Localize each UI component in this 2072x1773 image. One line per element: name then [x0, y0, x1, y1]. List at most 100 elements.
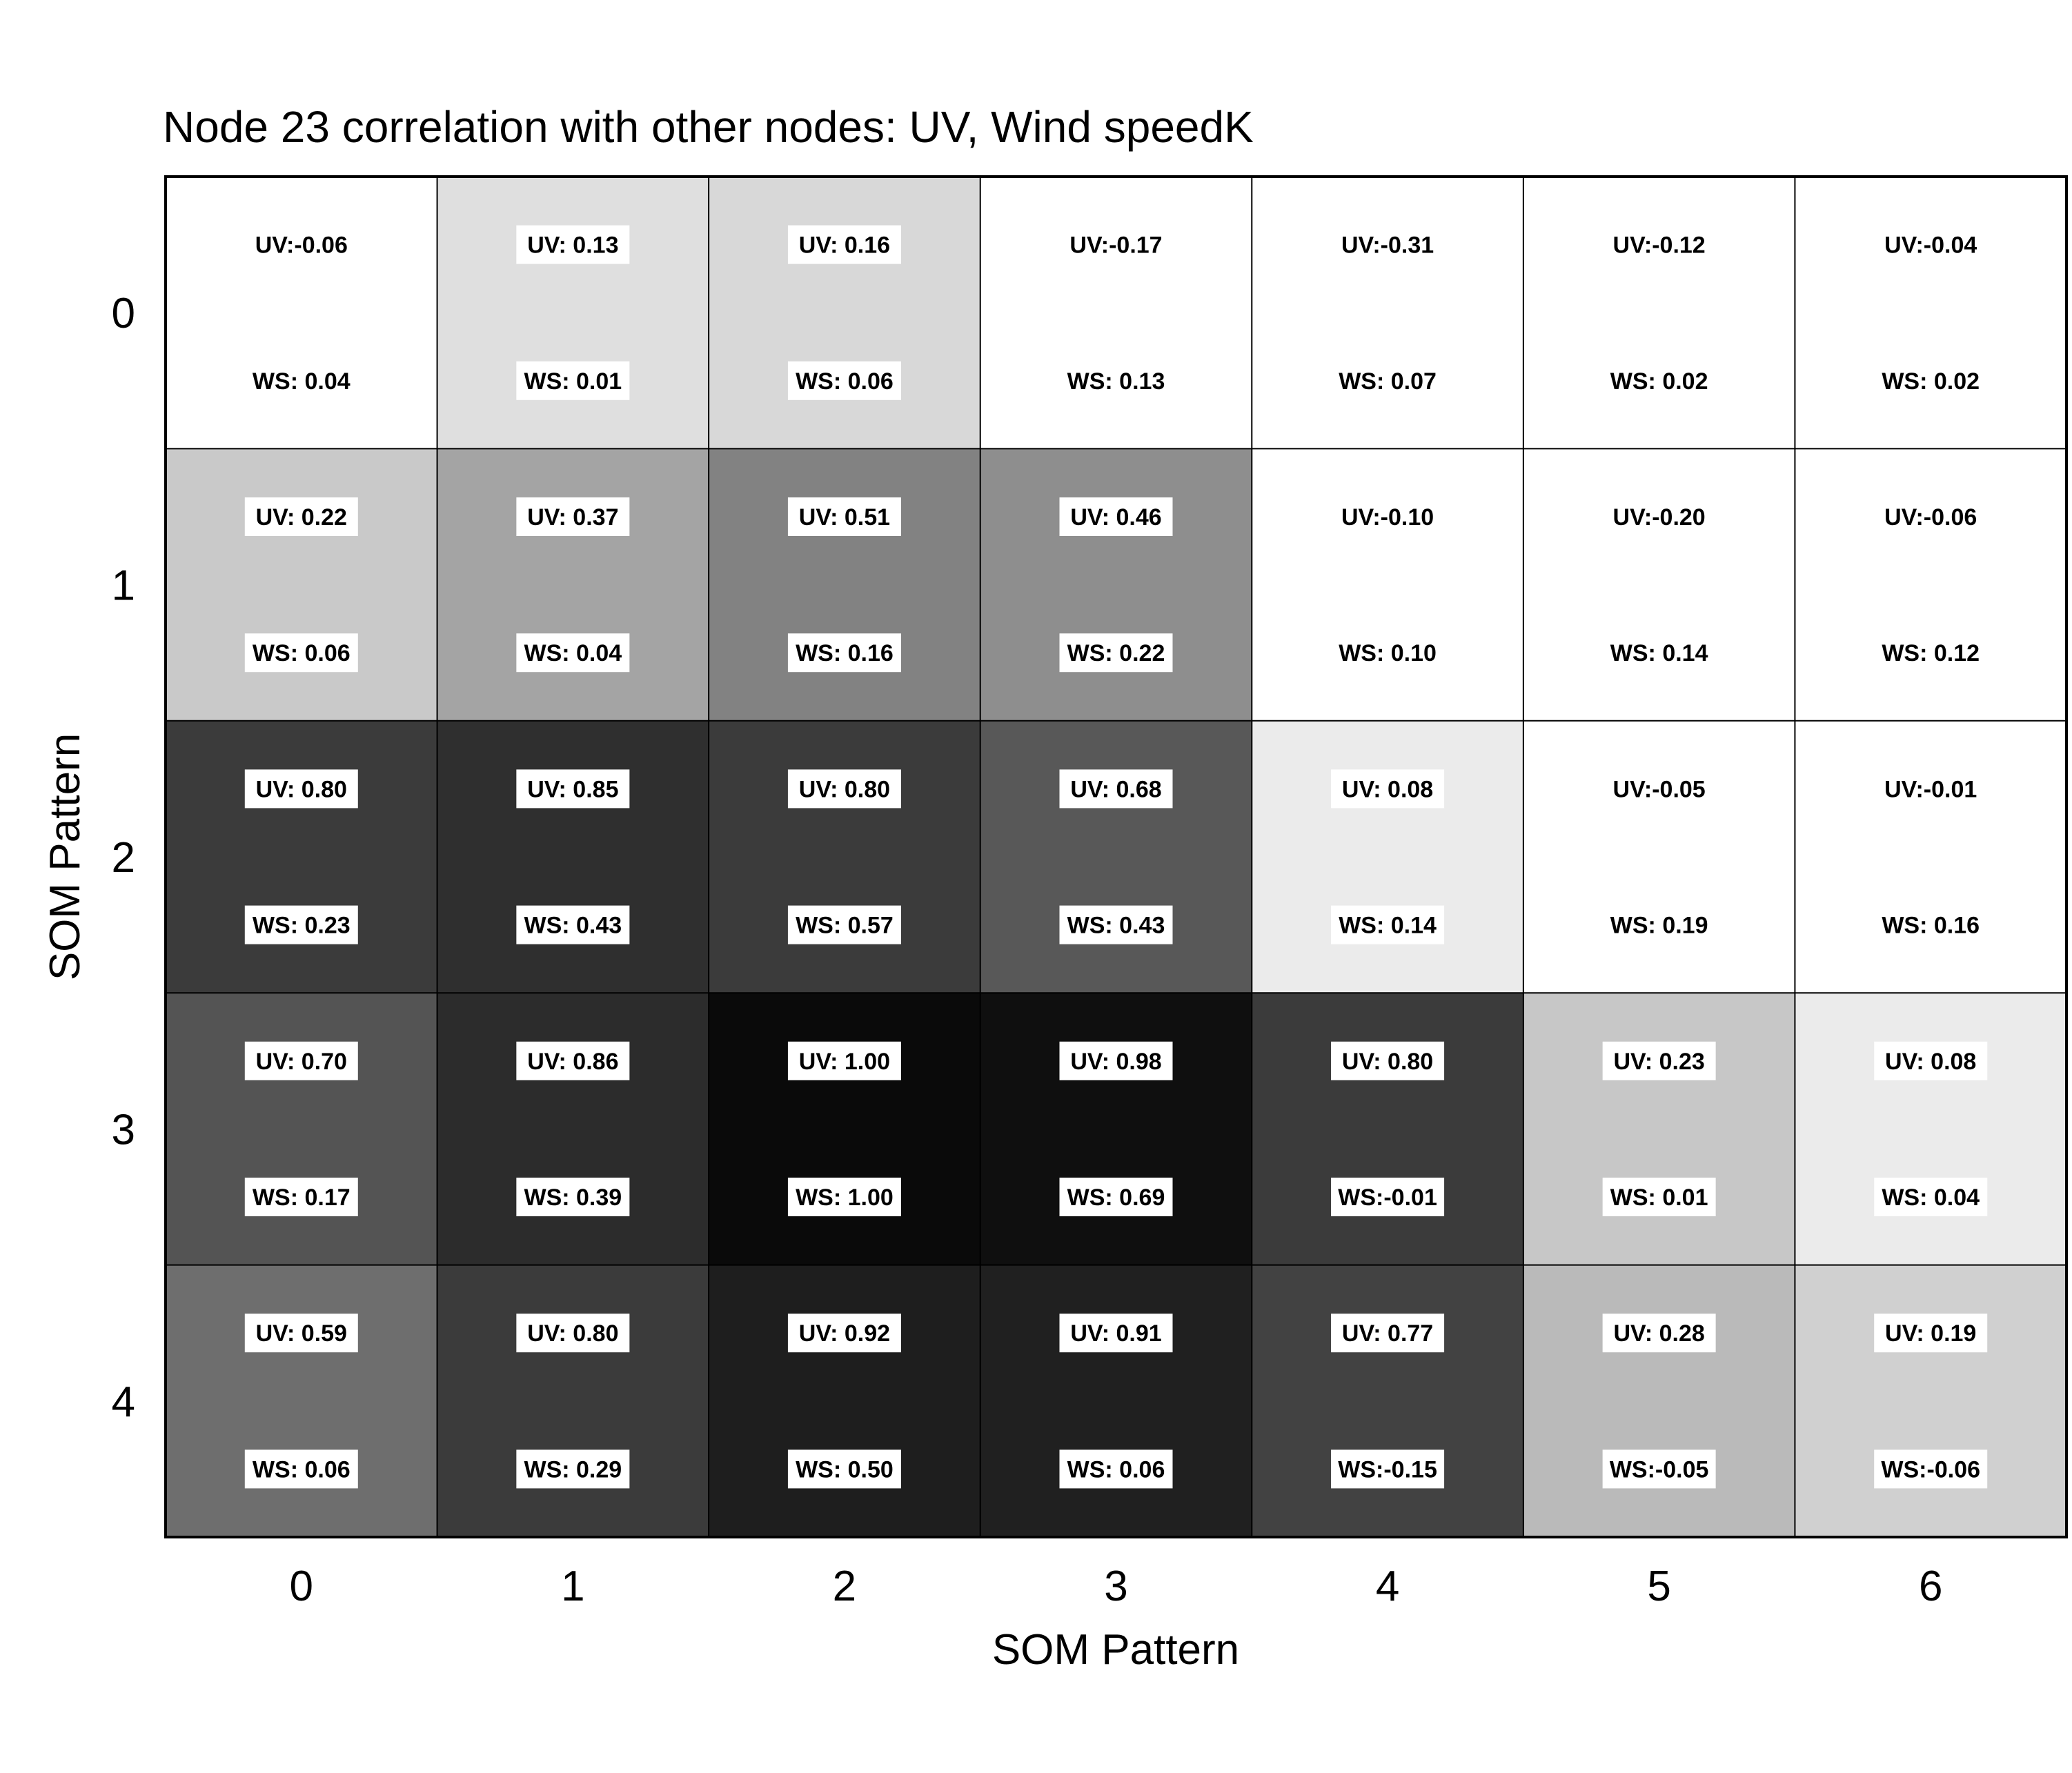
cell-label: UV: 0.13 [527, 232, 618, 259]
cell-label-box [787, 633, 901, 673]
cell-label: WS: 0.57 [796, 913, 894, 939]
cell-label: WS: 0.06 [796, 368, 894, 395]
heatmap-cell [1523, 993, 1795, 1266]
cell-label-box [244, 497, 358, 536]
cell-label-box [787, 1041, 901, 1080]
heatmap-cell [1523, 177, 1795, 449]
cell-label-box [1059, 905, 1173, 944]
cell-label: UV: 0.80 [527, 1320, 618, 1347]
cell-label: UV: 0.91 [1070, 1320, 1161, 1347]
cell-label-box [244, 1314, 358, 1353]
cell-label: WS: 0.39 [524, 1185, 622, 1211]
cell-label: UV:-0.01 [1884, 776, 1977, 802]
cell-label: UV: 0.23 [1613, 1049, 1704, 1075]
cell-label-box [1331, 1314, 1445, 1353]
cell-labels: UV:-0.06 WS: 0.04 UV: 0.13 WS: 0.01 UV: 0.16… [244, 225, 1988, 1489]
cell-label-box [787, 1314, 901, 1353]
cell-label-box [1059, 1449, 1173, 1489]
cell-label: WS: 0.69 [1067, 1185, 1165, 1211]
cell-label: UV: 0.92 [799, 1320, 890, 1347]
cell-label: UV: 0.98 [1070, 1049, 1161, 1075]
cell-label: UV: 0.80 [1342, 1049, 1433, 1075]
heatmap-cell [166, 177, 438, 449]
heatmap-cell [166, 720, 438, 993]
cell-label: UV: 0.77 [1342, 1320, 1433, 1347]
heatmap-cell [1795, 1265, 2067, 1538]
cell-label-box [244, 633, 358, 673]
y-tick-labels: 0 1 2 3 4 [112, 290, 135, 1426]
cell-label: UV: 0.22 [256, 504, 347, 531]
cell-label: UV: 0.70 [256, 1049, 347, 1075]
cell-label-box [1059, 769, 1173, 809]
cell-label-box [787, 225, 901, 264]
heatmap-cell [166, 448, 438, 722]
cell-label-box [516, 497, 630, 536]
cell-label-box [1331, 1178, 1445, 1216]
x-tick-label: 3 [1104, 1563, 1127, 1610]
cell-label: UV: 0.08 [1342, 776, 1433, 802]
y-axis-label: SOM Pattern [41, 733, 89, 980]
cell-label-box [1602, 1449, 1716, 1489]
cell-label: UV: 0.28 [1613, 1320, 1704, 1347]
cell-label: WS: 0.10 [1339, 640, 1437, 666]
cell-label: WS: 0.13 [1067, 368, 1165, 395]
cell-label-box [1059, 1178, 1173, 1216]
cell-label: UV: 0.80 [256, 776, 347, 802]
cell-label: WS: 1.00 [796, 1185, 894, 1211]
cell-label: WS: 0.04 [524, 640, 622, 666]
cell-label: UV:-0.20 [1613, 504, 1706, 531]
x-tick-label: 0 [290, 1563, 313, 1610]
cell-label: WS: 0.06 [253, 640, 351, 666]
heatmap-cell [1795, 720, 2067, 993]
cell-label-box [1331, 1041, 1445, 1080]
cell-label: WS: 0.22 [1067, 640, 1165, 666]
chart-title: Node 23 correlation with other nodes: UV… [163, 102, 1254, 152]
cell-label-box [244, 769, 358, 809]
cell-label-box [787, 361, 901, 400]
cell-label-box [1059, 1314, 1173, 1353]
cell-label-box [1874, 1314, 1988, 1353]
cell-label-box [1059, 633, 1173, 673]
cell-label: UV: 0.59 [256, 1320, 347, 1347]
cell-label: UV: 0.19 [1885, 1320, 1976, 1347]
cell-label-box [516, 1449, 630, 1489]
cell-label: WS: 0.06 [1067, 1456, 1165, 1483]
cell-label-box [1602, 1314, 1716, 1353]
x-tick-label: 1 [561, 1563, 584, 1610]
cell-label-box [787, 1449, 901, 1489]
cell-label: WS: 0.19 [1610, 913, 1708, 939]
cell-label: UV: 0.51 [799, 504, 890, 531]
cell-label: UV: 0.68 [1070, 776, 1161, 802]
x-tick-label: 5 [1647, 1563, 1670, 1610]
cell-label-box [1874, 1178, 1988, 1216]
heatmap-cell [1252, 1265, 1524, 1538]
heatmap-cell [166, 1265, 438, 1538]
cell-label-box [787, 497, 901, 536]
cell-label: WS: 0.17 [253, 1185, 351, 1211]
cell-label-box [1331, 905, 1445, 944]
cell-label-box [516, 1178, 630, 1216]
y-tick-label: 0 [112, 290, 135, 337]
cell-label: WS: 0.16 [796, 640, 894, 666]
cell-label-box [1059, 497, 1173, 536]
cell-label: WS:-0.01 [1338, 1185, 1437, 1211]
cell-label: UV: 0.08 [1885, 1049, 1976, 1075]
heatmap-cell [437, 993, 709, 1266]
cell-label: UV:-0.31 [1341, 232, 1434, 259]
x-tick-label: 4 [1376, 1563, 1399, 1610]
cell-label: WS: 0.04 [1882, 1185, 1980, 1211]
cell-label-box [1874, 1041, 1988, 1080]
heatmap-cell [709, 448, 981, 722]
cell-label: UV: 0.16 [799, 232, 890, 259]
heatmap-cells [166, 177, 2067, 1538]
cell-label-box [787, 905, 901, 944]
cell-label-box [787, 769, 901, 809]
heatmap-cell [709, 177, 981, 449]
heatmap-cell [1252, 993, 1524, 1266]
y-tick-label: 2 [112, 834, 135, 882]
cell-label: UV: 0.85 [527, 776, 618, 802]
x-tick-labels: 0 1 2 3 4 5 6 [290, 1563, 1943, 1610]
x-tick-label: 6 [1919, 1563, 1942, 1610]
cell-label-box [1874, 1449, 1988, 1489]
